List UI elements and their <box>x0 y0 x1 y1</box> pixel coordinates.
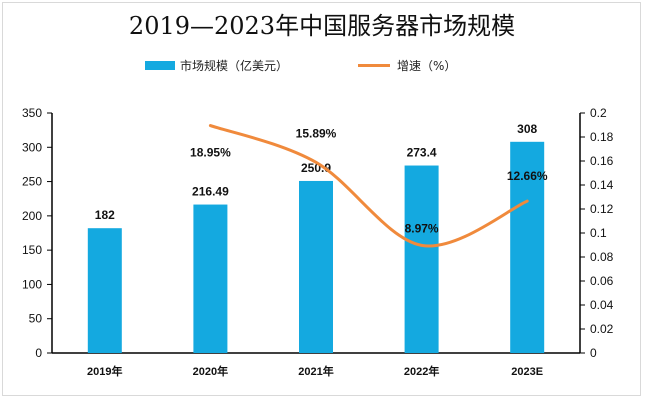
legend: 市场规模（亿美元） 增速（%） <box>145 58 456 73</box>
growth-value-label: 18.95% <box>190 146 231 160</box>
x-tick-label: 2020年 <box>193 364 228 378</box>
bar-value-label: 250.9 <box>301 161 331 175</box>
chart-frame <box>2 2 641 396</box>
left-axis-ticks: 0 50 100 150 200 250 300 350 <box>22 106 52 360</box>
legend-label-market-size: 市场规模（亿美元） <box>180 58 288 73</box>
left-tick-label: 50 <box>29 312 43 326</box>
bar <box>510 141 545 353</box>
right-tick-label: 0.08 <box>590 250 614 264</box>
left-tick-label: 350 <box>22 106 42 120</box>
bar <box>87 228 122 353</box>
bar-value-labels: 182 216.49 250.9 273.4 308 <box>95 122 538 222</box>
chart-title: 2019—2023年中国服务器市场规模 <box>129 12 515 40</box>
left-tick-label: 150 <box>22 243 42 257</box>
bar <box>193 204 228 353</box>
bar-value-label: 182 <box>95 208 115 222</box>
right-axis-ticks: 0 0.02 0.04 0.06 0.08 0.1 0.12 0.14 0.16 0.18 0.2 <box>580 106 614 360</box>
bar-value-label: 216.49 <box>192 185 229 199</box>
legend-label-growth: 增速（%） <box>397 59 456 73</box>
right-tick-label: 0 <box>590 346 597 360</box>
right-tick-label: 0.06 <box>590 274 614 288</box>
growth-line <box>208 124 529 248</box>
x-axis-ticks: 2019年 2020年 2021年 2022年 2023E <box>87 364 543 378</box>
bars <box>87 141 545 353</box>
growth-value-label: 8.97% <box>405 221 439 235</box>
right-tick-label: 0.04 <box>590 298 614 312</box>
growth-value-label: 15.89% <box>296 126 337 140</box>
growth-value-label: 12.66% <box>507 169 548 183</box>
right-tick-label: 0.2 <box>590 106 607 120</box>
right-tick-label: 0.12 <box>590 202 614 216</box>
right-tick-label: 0.16 <box>590 154 614 168</box>
left-tick-label: 200 <box>22 209 42 223</box>
legend-swatch-market-size <box>145 61 175 70</box>
right-tick-label: 0.02 <box>590 322 614 336</box>
bar <box>404 165 439 353</box>
right-tick-label: 0.18 <box>590 130 614 144</box>
bar-value-label: 308 <box>517 122 537 136</box>
bar-value-label: 273.4 <box>407 146 437 160</box>
x-tick-label: 2019年 <box>87 364 122 378</box>
left-tick-label: 100 <box>22 277 42 291</box>
x-tick-label: 2021年 <box>298 364 333 378</box>
right-tick-label: 0.14 <box>590 178 614 192</box>
x-tick-label: 2022年 <box>404 364 439 378</box>
right-tick-label: 0.1 <box>590 226 607 240</box>
left-tick-label: 250 <box>22 175 42 189</box>
bar <box>299 180 333 353</box>
left-tick-label: 300 <box>22 140 42 154</box>
left-tick-label: 0 <box>35 346 42 360</box>
growth-line-layer: 18.95% 15.89% 8.97% 12.66% <box>190 124 548 248</box>
x-tick-label: 2023E <box>511 366 543 378</box>
